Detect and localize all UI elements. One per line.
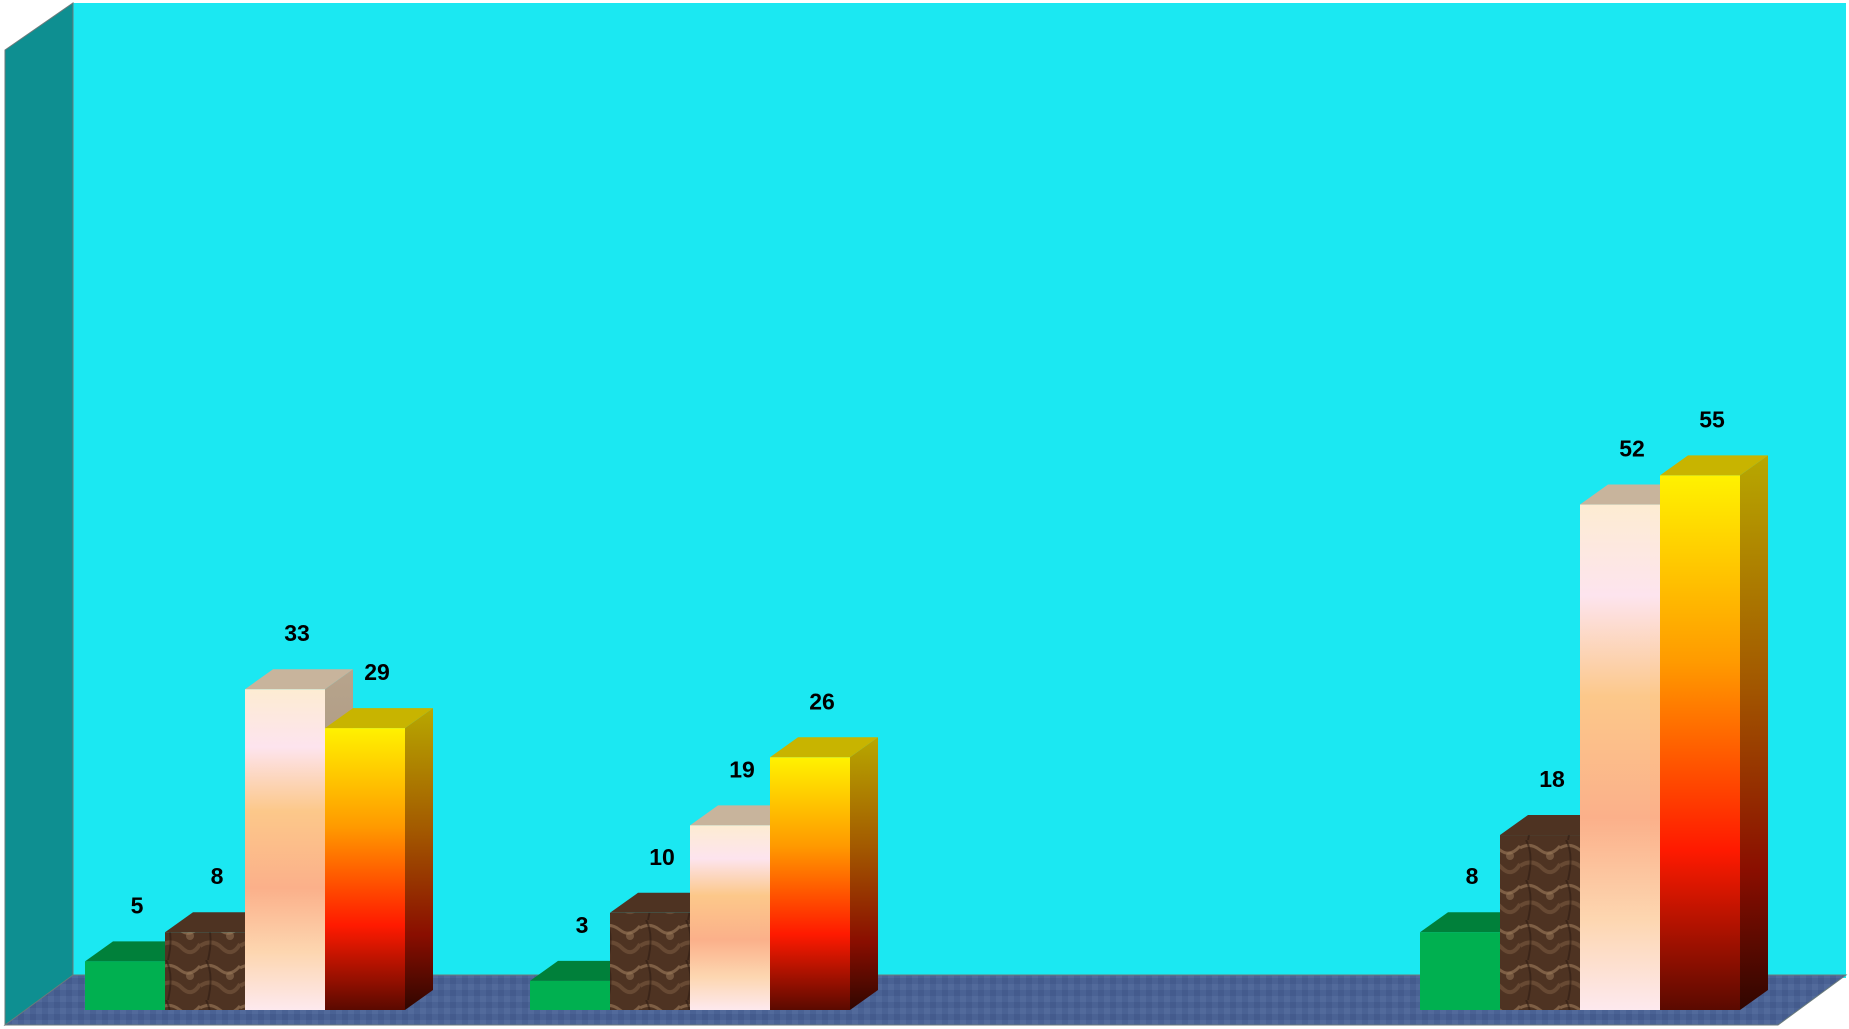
bar-front [770,757,850,1010]
bar-front [530,980,610,1010]
bar-front [325,728,405,1010]
bar-top [245,669,353,690]
bar [1660,455,1768,1010]
bar-side [405,708,433,1010]
bar-top [1660,455,1768,476]
bar [325,708,433,1010]
data-label: 26 [809,688,835,714]
data-label: 8 [211,863,224,889]
data-label: 55 [1699,406,1725,432]
bar-side [1740,455,1768,1010]
data-label: 8 [1466,863,1479,889]
bar-top [325,708,433,729]
bar-front [1580,504,1660,1010]
data-label: 5 [131,892,144,918]
data-label: 52 [1619,436,1645,462]
bar-front [1420,932,1500,1010]
bars-layer [85,455,1768,1010]
chart-walls [3,2,1848,1026]
bar-front [1660,475,1740,1010]
data-label: 18 [1539,766,1565,792]
data-label: 29 [364,659,390,685]
bar-top [770,737,878,758]
back-wall [73,3,1846,978]
floor [3,974,1848,1026]
bar-front [1500,835,1580,1010]
data-label: 3 [576,912,589,938]
data-label: 10 [649,844,675,870]
bar-front [85,961,165,1010]
data-label: 19 [729,756,755,782]
bar-side [850,737,878,1010]
data-label: 33 [284,620,310,646]
side-wall [4,2,74,1026]
bar [770,737,878,1010]
labels-layer: 5 3 8 8 10 18 33 19 52 29 26 55 [131,406,1725,937]
bar-front [690,825,770,1010]
bar-front [610,912,690,1010]
bar-front [245,689,325,1010]
bar-front [165,932,245,1010]
